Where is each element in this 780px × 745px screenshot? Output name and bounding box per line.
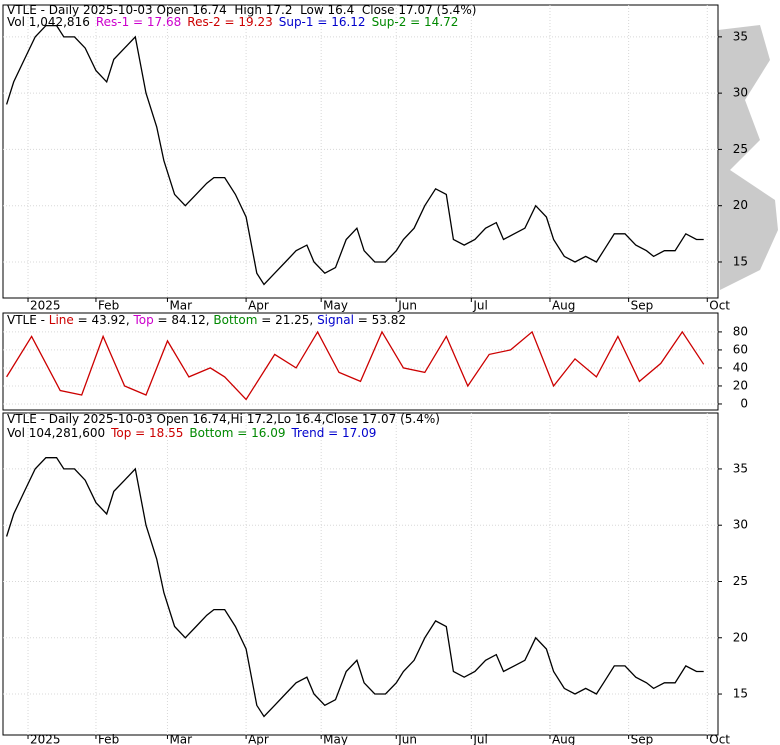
header-part: Sup-1 = 16.12 bbox=[279, 15, 366, 29]
header-part: Line bbox=[49, 313, 74, 327]
x-tick-label: Oct bbox=[709, 299, 730, 313]
header: VTLE - Line = 43.92, Top = 84.12, Bottom… bbox=[7, 313, 406, 327]
header-part: Bottom bbox=[213, 313, 257, 327]
header-part: Top = 18.55 bbox=[110, 426, 183, 440]
header-part: Trend = 17.09 bbox=[290, 426, 376, 440]
header: Vol 1,042,816 Res-1 = 17.68 Res-2 = 19.23 S… bbox=[7, 15, 458, 29]
y-tick-label: 35 bbox=[733, 29, 748, 43]
header-part: Signal bbox=[317, 313, 354, 327]
header-part: = 43.92, bbox=[74, 313, 134, 327]
x-tick-label: 2025 bbox=[30, 299, 61, 313]
y-tick-label: 20 bbox=[733, 630, 748, 644]
x-tick-label: May bbox=[323, 733, 348, 745]
header-part: VTLE - Daily 2025-10-03 Open 16.74,Hi 17… bbox=[7, 412, 440, 426]
x-tick-label: Apr bbox=[248, 299, 269, 313]
header-part: = 21.25, bbox=[257, 313, 317, 327]
header-part: Res-1 = 17.68 bbox=[96, 15, 181, 29]
y-tick-label: 0 bbox=[740, 396, 748, 410]
y-tick-label: 35 bbox=[733, 461, 748, 475]
y-tick-label: 20 bbox=[733, 198, 748, 212]
y-tick-label: 60 bbox=[733, 342, 748, 356]
x-tick-label: Sep bbox=[631, 733, 654, 745]
x-tick-label: May bbox=[323, 299, 348, 313]
header: Vol 104,281,600 Top = 18.55 Bottom = 16.09… bbox=[7, 426, 376, 440]
volume-profile bbox=[718, 25, 778, 290]
x-tick-label: Aug bbox=[552, 299, 575, 313]
header-part: VTLE - bbox=[7, 313, 49, 327]
price-line bbox=[5, 457, 704, 718]
x-tick-label: Jun bbox=[397, 299, 417, 313]
x-tick-label: Sep bbox=[631, 299, 654, 313]
price-line bbox=[5, 24, 704, 286]
y-tick-label: 15 bbox=[733, 687, 748, 701]
panel-frame bbox=[2, 312, 719, 411]
y-tick-label: 30 bbox=[733, 86, 748, 100]
y-tick-label: 40 bbox=[733, 360, 748, 374]
y-tick-label: 20 bbox=[733, 378, 748, 392]
price-line bbox=[6, 330, 705, 401]
header-part: VTLE - Daily 2025-10-03 Open 16.74 High … bbox=[7, 3, 476, 17]
y-tick-label: 30 bbox=[733, 518, 748, 532]
header-part: Top bbox=[132, 313, 153, 327]
x-tick-label: Aug bbox=[552, 733, 575, 745]
panel-frame bbox=[2, 412, 719, 736]
header-part: Sup-2 = 14.72 bbox=[372, 15, 459, 29]
y-tick-label: 80 bbox=[733, 324, 748, 338]
header-part: Vol 1,042,816 bbox=[7, 15, 90, 29]
x-tick-label: Jul bbox=[472, 299, 487, 313]
header-part: = 84.12, bbox=[154, 313, 214, 327]
y-tick-label: 15 bbox=[733, 254, 748, 268]
x-tick-label: Oct bbox=[709, 733, 730, 745]
x-tick-label: Mar bbox=[169, 733, 192, 745]
x-tick-label: Feb bbox=[98, 299, 119, 313]
x-tick-label: Apr bbox=[248, 733, 269, 745]
x-tick-label: Jun bbox=[397, 733, 417, 745]
header-part: Res-2 = 19.23 bbox=[187, 15, 272, 29]
x-tick-label: 2025 bbox=[30, 733, 61, 745]
header-part: Vol 104,281,600 bbox=[7, 426, 105, 440]
panel-frame bbox=[2, 4, 719, 299]
y-tick-label: 25 bbox=[733, 574, 748, 588]
header-part: Bottom = 16.09 bbox=[189, 426, 285, 440]
x-tick-label: Mar bbox=[169, 299, 192, 313]
x-tick-label: Jul bbox=[472, 733, 487, 745]
x-tick-label: Feb bbox=[98, 733, 119, 745]
header-part: = 53.82 bbox=[354, 313, 406, 327]
header: VTLE - Daily 2025-10-03 Open 16.74 High … bbox=[7, 3, 476, 17]
header: VTLE - Daily 2025-10-03 Open 16.74,Hi 17… bbox=[7, 412, 440, 426]
y-tick-label: 25 bbox=[733, 142, 748, 156]
